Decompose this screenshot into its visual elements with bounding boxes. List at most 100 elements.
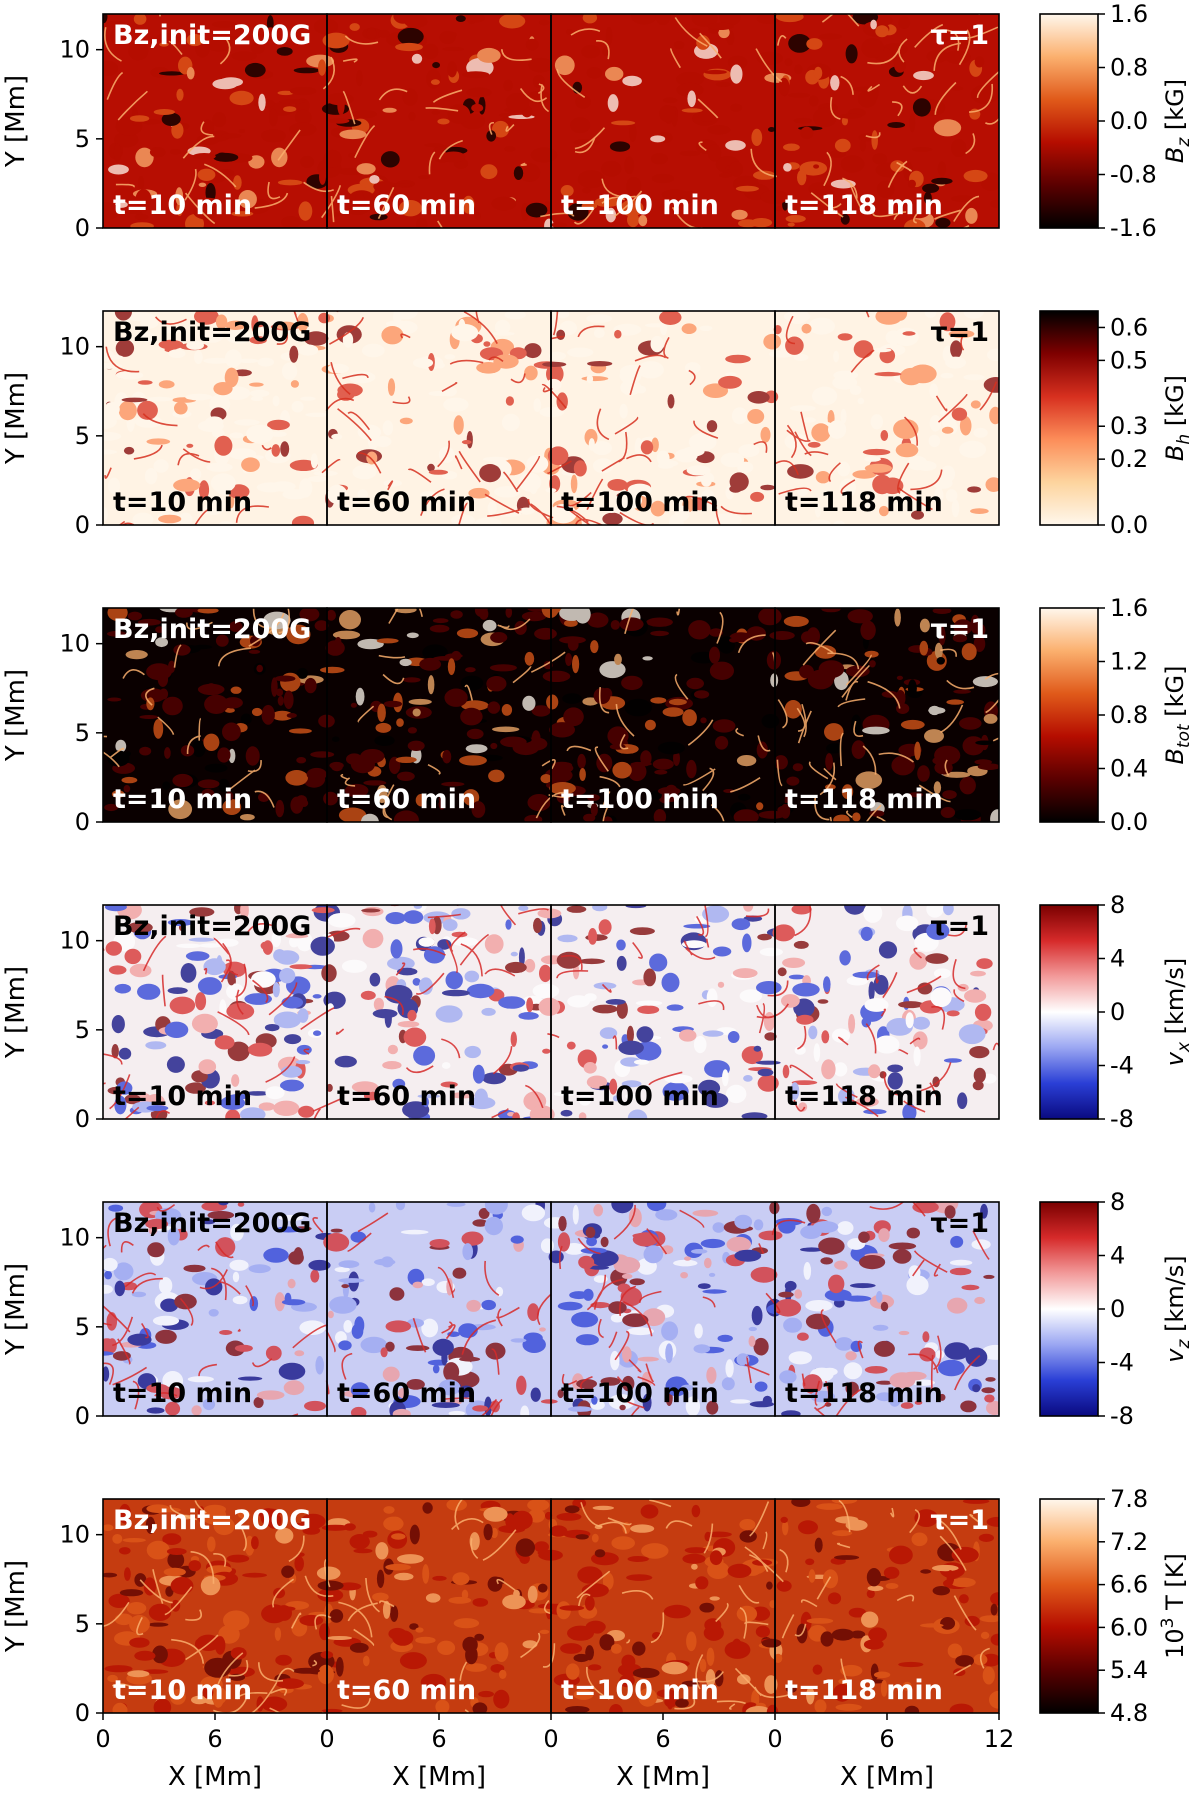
tau-label: τ=1 [930,1505,989,1536]
heatmap-lane [418,608,423,617]
heatmap-cell [601,160,622,177]
heatmap-cell [339,129,367,140]
heatmap-cell [274,675,296,682]
heatmap-cell [583,813,596,822]
time-label: t=100 min [561,487,719,518]
heatmap-lane [992,737,999,742]
heatmap-cell [361,908,381,913]
heatmap-cell [888,1242,917,1250]
x-tick-label: 6 [655,1725,670,1753]
heatmap-cell [409,1623,419,1630]
heatmap-cell [527,1303,540,1321]
heatmap-lane [516,455,541,490]
heatmap-cell [557,1232,571,1252]
heatmap-cell [166,1548,187,1555]
heatmap-cell [742,933,752,953]
heatmap-cell [974,56,985,68]
heatmap-cell [872,153,888,165]
heatmap-cell [253,327,271,332]
heatmap-cell [620,1287,642,1307]
heatmap-cell [659,105,676,123]
heatmap-cell [806,38,823,50]
heatmap-lane [258,1662,284,1682]
heatmap-lane [235,505,270,523]
heatmap-cell [461,700,489,711]
heatmap-cell [148,1603,172,1621]
heatmap-cell [990,1592,999,1606]
heatmap-cell [756,741,768,759]
heatmap-cell [215,634,229,647]
heatmap-cell [103,507,108,522]
heatmap-lane [840,75,854,95]
heatmap-cell [581,376,609,382]
heatmap-cell [385,1320,412,1333]
heatmap-lane [254,790,275,808]
heatmap-cell [676,71,704,87]
heatmap-cell [356,163,376,175]
heatmap-cell [445,971,463,990]
heatmap-cell [878,15,893,26]
heatmap-lane [536,1293,552,1326]
heatmap-cell [326,609,337,621]
heatmap-cell [863,1639,884,1650]
heatmap-cell [275,1654,292,1666]
heatmap-lane [213,1553,227,1567]
heatmap-lane [400,333,411,339]
heatmap-cell [459,755,487,766]
heatmap-lane [618,1285,637,1317]
heatmap-cell [688,432,717,452]
heatmap-cell [264,1024,280,1032]
heatmap-lane [117,1338,131,1365]
heatmap-cell [383,1506,395,1514]
heatmap-cell [334,1267,350,1273]
heatmap-cell [857,397,865,405]
heatmap-lane [131,1277,163,1294]
heatmap-cell [734,1249,762,1262]
heatmap-cell [460,675,484,691]
heatmap-cell [626,176,642,196]
heatmap-cell [834,1555,860,1560]
heatmap-cell [902,331,916,336]
heatmap-cell [540,1399,558,1404]
heatmap-lane [619,733,629,750]
heatmap-cell [806,627,820,646]
heatmap-texture [103,1499,999,1713]
heatmap-cell [578,958,605,965]
heatmap-cell [553,1091,575,1097]
heatmap-cell [805,1300,833,1312]
heatmap-cell [167,1551,185,1569]
heatmap-lane [865,132,881,139]
heatmap-lane [567,491,592,507]
heatmap-cell [586,67,603,79]
heatmap-cell [162,781,171,790]
heatmap-cell [688,28,701,34]
heatmap-cell [137,983,161,1000]
heatmap-lane [186,621,213,630]
heatmap-cell [385,1563,411,1571]
heatmap-cell [665,1343,673,1364]
heatmap-lane [920,1062,952,1092]
heatmap-cell [944,1205,956,1219]
heatmap-lane [911,1202,926,1217]
heatmap-cell [794,64,803,75]
heatmap-cell [636,1026,654,1043]
heatmap-cell [701,489,715,503]
heatmap-cell [844,905,866,915]
heatmap-lane [638,1290,662,1304]
heatmap-cell [782,957,806,968]
heatmap-cell [296,757,307,764]
heatmap-cell [528,57,554,73]
heatmap-lane [674,673,689,700]
heatmap-cell [363,780,387,786]
heatmap-lane [300,1007,335,1031]
heatmap-cell [334,636,342,648]
heatmap-lane [837,698,866,708]
heatmap-cell [832,1530,853,1537]
heatmap-lane [979,381,998,411]
heatmap-lane [845,654,872,686]
heatmap-lane [246,923,273,935]
heatmap-lane [117,90,148,121]
heatmap-cell [323,1233,350,1252]
heatmap-cell [761,714,780,729]
heatmap-cell [793,940,809,949]
